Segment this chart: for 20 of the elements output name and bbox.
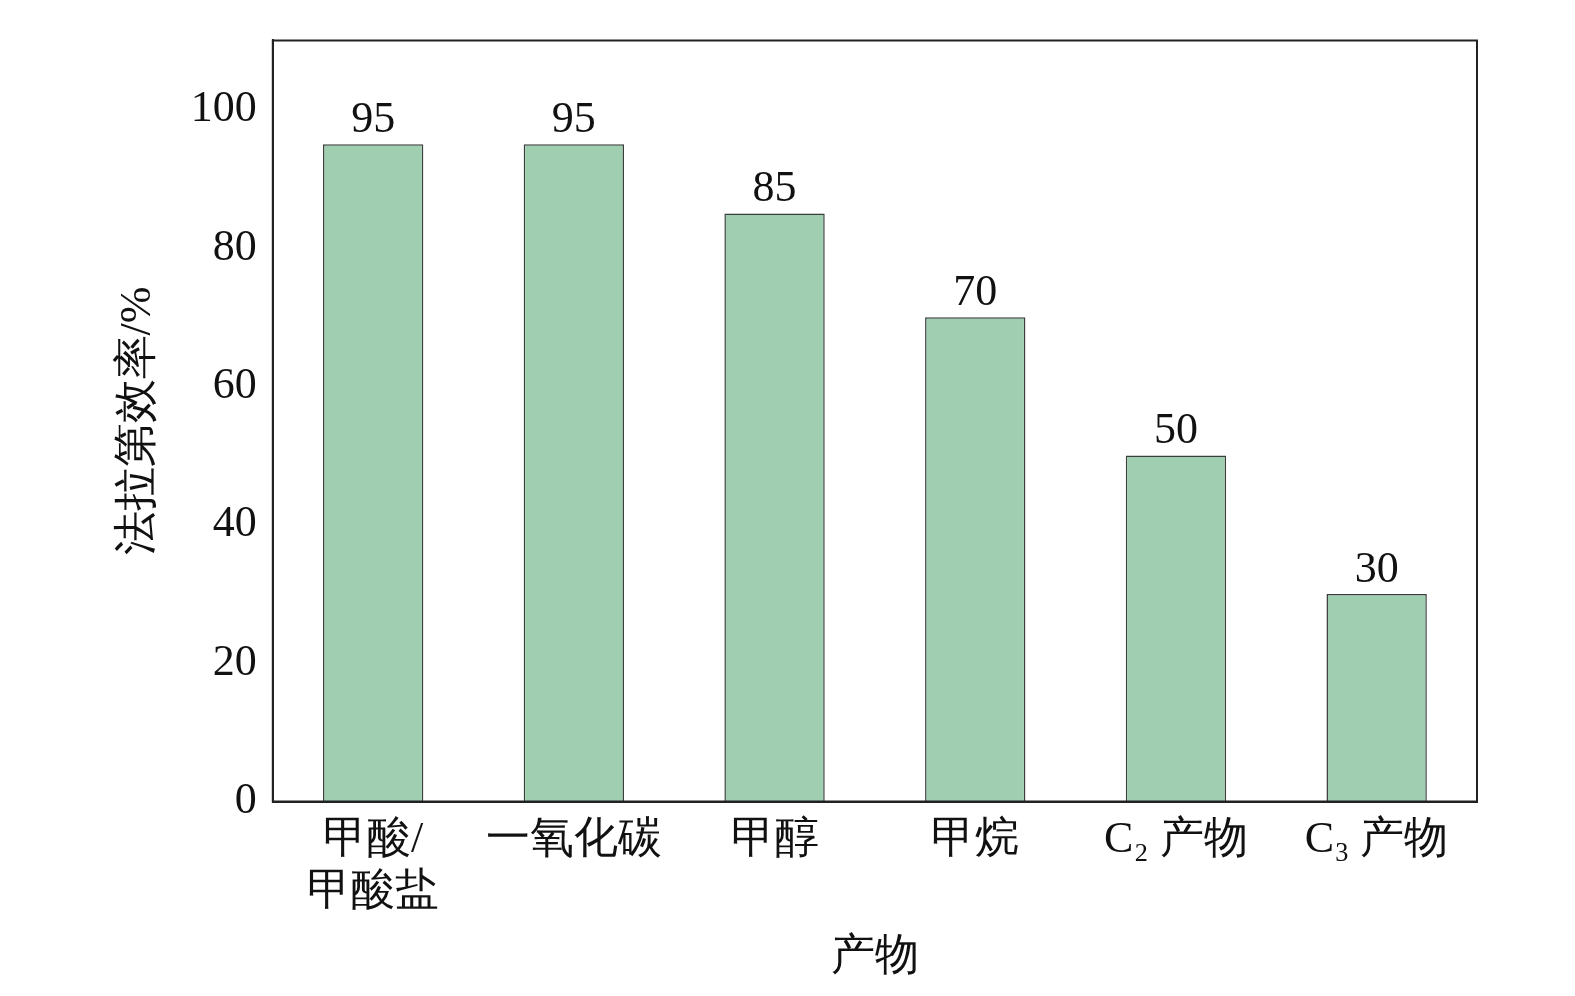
x-tick-label: 一氧化碳 xyxy=(485,812,662,862)
data-label: 70 xyxy=(953,265,998,315)
y-tick-label: 60 xyxy=(212,358,257,408)
x-tick-label: 甲烷 xyxy=(931,812,1020,862)
y-tick-label: 100 xyxy=(190,82,257,132)
data-label: 30 xyxy=(1354,542,1399,592)
y-axis-title: 法拉第效率/% xyxy=(110,286,160,556)
data-label: 50 xyxy=(1153,404,1198,454)
data-label: 95 xyxy=(551,92,596,142)
x-tick-label: C₃ 产物 xyxy=(1304,812,1449,862)
data-label: 95 xyxy=(351,92,396,142)
data-label: 85 xyxy=(752,161,797,211)
x-axis-title: 产物 xyxy=(830,930,919,980)
x-tick-label: 甲醇 xyxy=(730,812,819,862)
x-tick-label: C₂ 产物 xyxy=(1104,812,1248,862)
y-tick-label: 40 xyxy=(212,497,257,547)
y-tick-label: 0 xyxy=(234,774,257,824)
y-tick-label: 20 xyxy=(212,635,257,685)
y-tick-label: 80 xyxy=(212,220,257,270)
x-tick-label: 甲酸/ 甲酸盐 xyxy=(307,812,440,915)
